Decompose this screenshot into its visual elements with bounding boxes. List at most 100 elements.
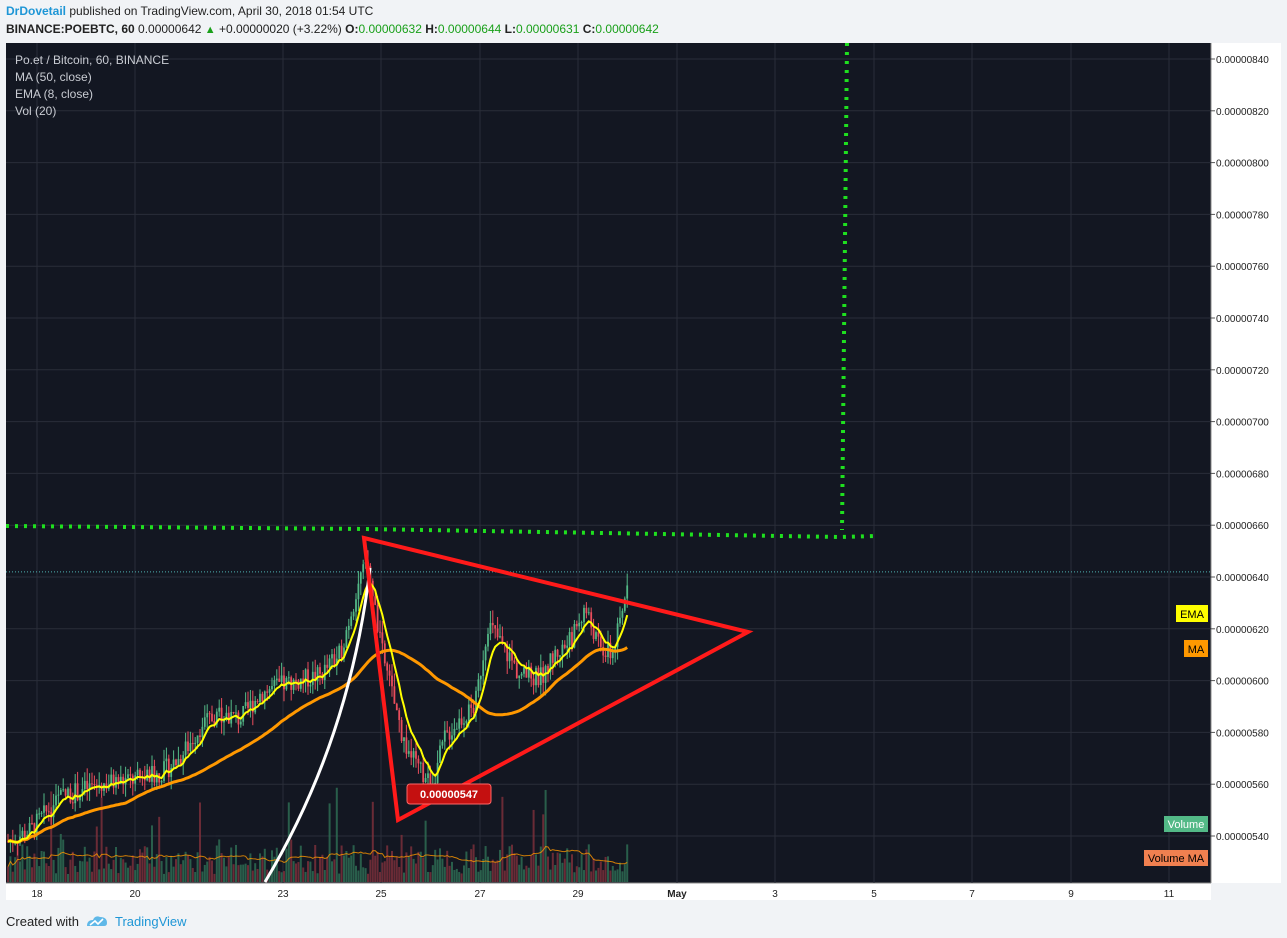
candle-body xyxy=(379,631,381,633)
volume-bar xyxy=(151,825,153,882)
candle-body xyxy=(38,813,41,815)
volume-bar xyxy=(153,866,156,882)
candle-body xyxy=(153,766,156,783)
candle-body xyxy=(220,707,223,723)
candle-body xyxy=(311,671,314,685)
volume-bar xyxy=(400,834,403,882)
candle-body xyxy=(146,769,149,781)
volume-bars xyxy=(7,787,629,882)
candle-body xyxy=(271,686,273,690)
author-link[interactable]: DrDovetail xyxy=(6,4,67,18)
candle-body xyxy=(592,627,595,640)
candle-body xyxy=(119,776,122,784)
price-tick-label: 0.00000780 xyxy=(1216,210,1269,221)
candle-body xyxy=(571,632,573,648)
candle-body xyxy=(295,679,297,681)
volume-bar xyxy=(139,849,141,882)
volume-bar xyxy=(532,809,535,882)
candle-body xyxy=(50,811,53,818)
volume-bar xyxy=(331,861,333,882)
candle-body xyxy=(292,679,295,690)
candle-body xyxy=(79,794,81,801)
time-tick-label: 27 xyxy=(474,889,486,900)
tradingview-brand-link[interactable]: TradingView xyxy=(114,913,187,929)
candle-body xyxy=(597,632,600,637)
ma-badge-label: MA xyxy=(1188,644,1205,656)
candle-body xyxy=(275,678,278,681)
volume-bar xyxy=(98,869,101,882)
candle-body xyxy=(393,686,396,704)
candle-body xyxy=(518,675,521,678)
candle-body xyxy=(520,673,523,676)
candle-body xyxy=(273,680,276,687)
candle-body xyxy=(391,675,393,687)
volume-bar xyxy=(494,861,497,882)
volume-bar xyxy=(578,867,581,882)
candle-body xyxy=(499,636,501,638)
volume-bar xyxy=(340,845,343,882)
candle-body xyxy=(494,625,497,629)
candle-body xyxy=(287,677,290,679)
price-tick-label: 0.00000660 xyxy=(1216,521,1269,532)
volume-bar xyxy=(7,866,9,882)
price-tick-label: 0.00000540 xyxy=(1216,832,1269,843)
candle-body xyxy=(417,758,420,764)
candle-body xyxy=(247,702,249,708)
candle-body xyxy=(259,693,261,702)
candle-body xyxy=(194,742,197,745)
candle-body xyxy=(559,655,561,657)
volume-bar xyxy=(403,872,405,882)
candle-body xyxy=(604,655,607,657)
tradingview-logo-icon xyxy=(86,916,107,926)
candle-body xyxy=(623,598,626,611)
volume-bar xyxy=(83,846,86,882)
volume-bar xyxy=(477,871,480,882)
volume-bar xyxy=(16,844,19,882)
volume-bar xyxy=(357,870,360,882)
volume-bar xyxy=(395,856,398,882)
volume-bar xyxy=(259,853,261,882)
candle-body xyxy=(525,667,528,678)
low-price-callout: 0.00000547 xyxy=(406,783,492,805)
low-price-label: 0.00000547 xyxy=(420,789,478,801)
volume-bar xyxy=(580,854,583,882)
candle-body xyxy=(74,783,77,804)
candle-body xyxy=(302,678,305,682)
volume-bar xyxy=(614,870,617,882)
volume-bar xyxy=(412,858,415,882)
volume-bar xyxy=(417,851,420,882)
volume-bar xyxy=(568,862,571,882)
candle-body xyxy=(215,711,218,725)
volume-bar xyxy=(160,861,163,882)
volume-bar xyxy=(347,857,350,882)
time-tick-label: 5 xyxy=(871,889,877,900)
volume-bar xyxy=(40,851,43,882)
volume-bar xyxy=(247,865,249,882)
candle-body xyxy=(93,783,96,785)
candle-body xyxy=(359,572,362,584)
volume-bar xyxy=(177,853,180,882)
candle-body xyxy=(539,667,542,686)
candle-body xyxy=(599,636,602,647)
volume-bar xyxy=(410,846,413,882)
candle-body xyxy=(280,675,283,682)
candle-body xyxy=(263,691,266,702)
candle-body xyxy=(357,583,360,600)
volume-bar xyxy=(47,865,50,882)
volume-bar xyxy=(131,855,134,882)
candle-body xyxy=(479,676,482,680)
price-chart[interactable]: 0.00000540 0.00000560 0.00000580 0.00000600… xyxy=(0,40,1287,904)
candle-body xyxy=(232,712,235,714)
volume-bar xyxy=(489,870,492,882)
volume-bar xyxy=(179,864,182,882)
volume-bar xyxy=(278,871,281,882)
candle-body xyxy=(515,662,518,678)
candle-body xyxy=(28,823,31,836)
volume-bar xyxy=(43,851,45,882)
candle-body xyxy=(69,788,72,803)
volume-bar xyxy=(129,865,132,882)
candle-body xyxy=(338,645,341,659)
volume-bar xyxy=(386,845,389,882)
candle-body xyxy=(527,666,530,678)
volume-bar xyxy=(484,846,487,882)
